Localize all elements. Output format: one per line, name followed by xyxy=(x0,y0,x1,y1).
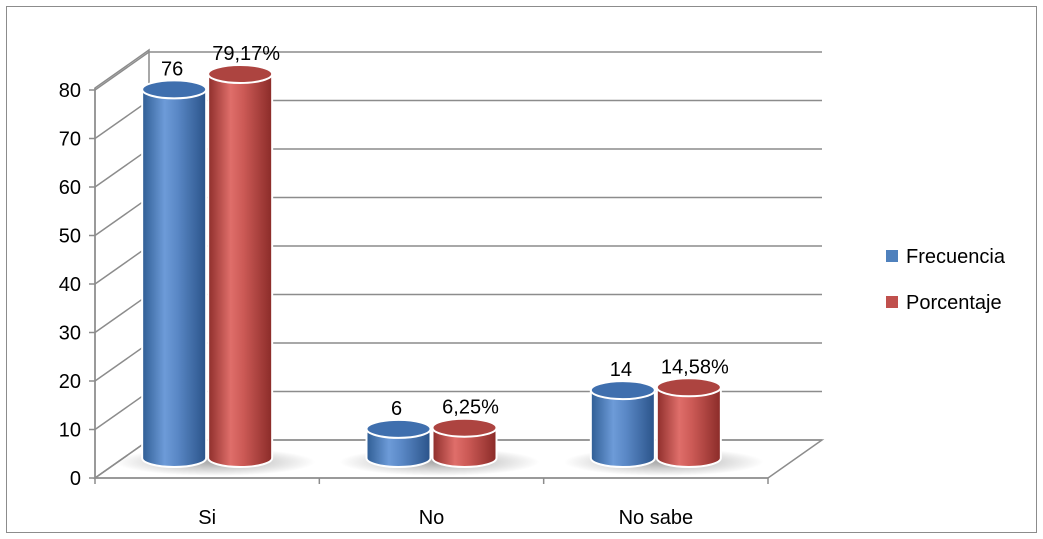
category-label: Si xyxy=(198,507,216,529)
y-tick-label: 30 xyxy=(59,323,81,345)
bar-top xyxy=(141,79,208,100)
bar-top xyxy=(589,380,656,401)
data-label: 76 xyxy=(161,58,183,80)
gridline-side xyxy=(94,342,150,382)
bar-frecuencia-si xyxy=(141,79,208,468)
side-wall xyxy=(94,48,150,480)
bar-top xyxy=(431,417,498,438)
gridline-side xyxy=(94,51,150,91)
gridline-side xyxy=(94,293,150,334)
legend-swatch xyxy=(886,250,898,262)
bar-body xyxy=(365,427,432,468)
y-axis: 0 10 20 30 40 50 60 70 80 xyxy=(59,80,769,490)
bar-frecuencia-no xyxy=(365,418,432,468)
legend: Frecuencia Porcentaje xyxy=(886,246,1006,314)
bar-top xyxy=(365,418,432,439)
category-label: No sabe xyxy=(619,507,694,529)
data-label: 6,25% xyxy=(442,397,499,419)
data-label: 14,58% xyxy=(661,356,729,378)
y-tick-label: 40 xyxy=(59,274,81,296)
legend-swatch xyxy=(886,296,898,308)
bar-porcentaje-no xyxy=(431,417,498,468)
data-label: 6 xyxy=(391,398,402,420)
bar-body xyxy=(207,73,274,468)
data-label: 79,17% xyxy=(212,43,280,65)
legend-label: Porcentaje xyxy=(906,292,1002,314)
bar-top xyxy=(655,377,722,398)
gridline-side xyxy=(94,99,150,140)
legend-label: Frecuencia xyxy=(906,246,1006,268)
category-label: No xyxy=(419,507,445,529)
y-tick-label: 0 xyxy=(70,468,81,490)
gridline-side xyxy=(94,245,150,285)
bar-body xyxy=(431,426,498,468)
y-tick-label: 70 xyxy=(59,129,81,151)
bar-top xyxy=(207,64,274,85)
labels: Si 76 79,17% No 6 6,25% No sabe 14 14,58% xyxy=(161,43,729,529)
gridline-side xyxy=(94,390,150,431)
y-tick-label: 80 xyxy=(59,80,81,102)
y-tick-label: 60 xyxy=(59,177,81,199)
gridline-side xyxy=(94,148,150,188)
bar-body xyxy=(655,386,722,468)
bar-porcentaje-si xyxy=(207,64,274,468)
gridline-side xyxy=(94,196,150,237)
data-label: 14 xyxy=(610,359,632,381)
bar-porcentaje-no-sabe xyxy=(655,377,722,468)
bars xyxy=(115,64,764,476)
y-tick-label: 20 xyxy=(59,371,81,393)
y-tick-label: 10 xyxy=(59,420,81,442)
bar-body xyxy=(589,389,656,468)
bar-body xyxy=(141,88,208,468)
bar-frecuencia-no-sabe xyxy=(589,380,656,468)
y-tick-label: 50 xyxy=(59,226,81,248)
